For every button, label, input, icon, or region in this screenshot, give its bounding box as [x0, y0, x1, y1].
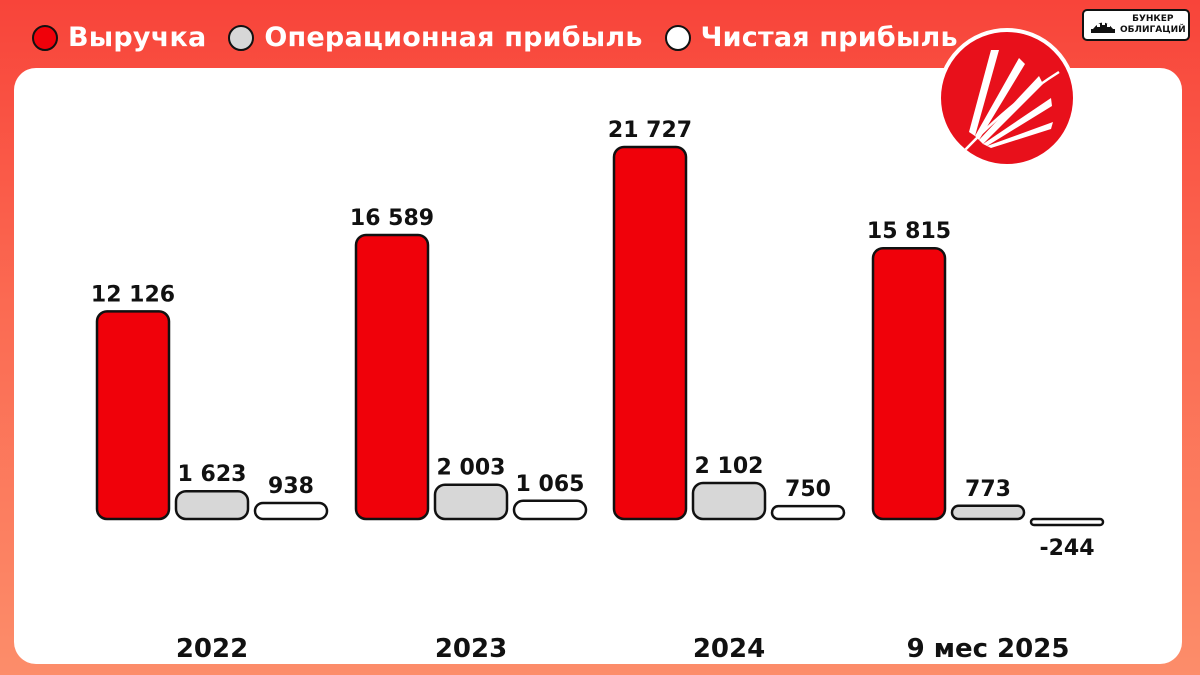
x-tick-label-2: 2024 [693, 634, 765, 664]
bar-net-profit-2 [770, 504, 846, 521]
x-tick-label-1: 2023 [435, 634, 507, 664]
data-label-net-profit-2: 750 [785, 477, 831, 502]
bar-revenue-0 [95, 310, 171, 521]
brand-name: БУНКЕР ОБЛИГАЦИЙ [1120, 14, 1186, 36]
brand-line-2: ОБЛИГАЦИЙ [1120, 25, 1186, 35]
legend-item-revenue: Выручка [32, 22, 206, 53]
data-label-operating-profit-1: 2 003 [437, 456, 506, 481]
bar-operating-profit-0 [174, 489, 250, 521]
company-logo-graphic [964, 50, 1060, 151]
bar-net-profit-1 [512, 499, 588, 521]
data-label-operating-profit-3: 773 [965, 477, 1011, 502]
legend: Выручка Операционная прибыль Чистая приб… [32, 22, 980, 53]
data-label-net-profit-1: 1 065 [516, 472, 585, 497]
bar-operating-profit-1 [433, 483, 509, 521]
data-label-operating-profit-0: 1 623 [178, 462, 247, 487]
legend-item-net-profit: Чистая прибыль [664, 22, 958, 53]
legend-label-net-profit: Чистая прибыль [700, 22, 958, 53]
legend-swatch-net-profit [664, 24, 691, 51]
brand-line-1: БУНКЕР [1132, 14, 1174, 24]
brand-badge: БУНКЕР ОБЛИГАЦИЙ [1082, 9, 1190, 41]
chart-panel [14, 68, 1182, 664]
data-label-net-profit-0: 938 [268, 474, 314, 499]
data-label-operating-profit-2: 2 102 [695, 454, 764, 479]
data-label-revenue-2: 21 727 [608, 118, 692, 143]
data-label-revenue-1: 16 589 [350, 206, 434, 231]
bunker-icon [1091, 22, 1115, 33]
bar-revenue-1 [354, 233, 430, 521]
data-label-revenue-3: 15 815 [867, 219, 951, 244]
legend-label-revenue: Выручка [68, 22, 207, 53]
bar-net-profit-3 [1029, 517, 1105, 527]
legend-label-operating-profit: Операционная прибыль [264, 22, 643, 53]
data-label-revenue-0: 12 126 [91, 282, 175, 307]
x-tick-label-0: 2022 [176, 634, 248, 664]
legend-swatch-operating-profit [228, 24, 255, 51]
bar-operating-profit-3 [950, 504, 1026, 521]
legend-item-operating-profit: Операционная прибыль [228, 22, 642, 53]
data-label-net-profit-3: -244 [1039, 536, 1094, 561]
legend-swatch-revenue [32, 24, 58, 51]
bar-net-profit-0 [253, 501, 329, 521]
bar-revenue-2 [612, 145, 688, 521]
x-tick-label-3: 9 мес 2025 [907, 634, 1070, 664]
bar-revenue-3 [871, 246, 947, 521]
bar-operating-profit-2 [691, 481, 767, 521]
company-logo-icon [937, 28, 1077, 168]
